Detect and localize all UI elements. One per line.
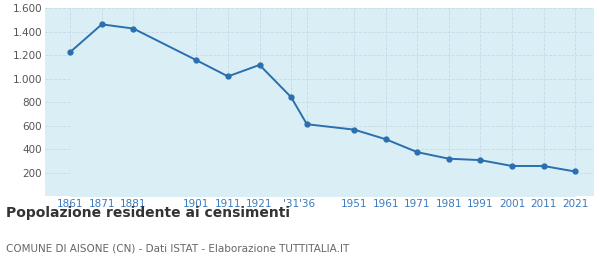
Text: COMUNE DI AISONE (CN) - Dati ISTAT - Elaborazione TUTTITALIA.IT: COMUNE DI AISONE (CN) - Dati ISTAT - Ela… bbox=[6, 244, 349, 254]
Text: Popolazione residente ai censimenti: Popolazione residente ai censimenti bbox=[6, 206, 290, 220]
